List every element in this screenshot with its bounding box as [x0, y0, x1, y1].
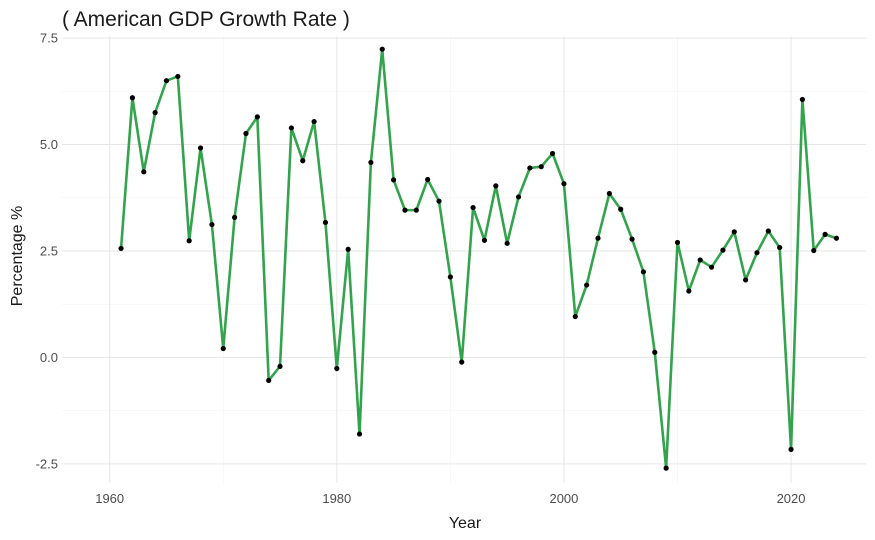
data-point [220, 345, 226, 352]
data-point [697, 257, 703, 263]
y-tick-label: -2.5 [36, 456, 58, 471]
data-points [118, 46, 840, 471]
x-tick-label: 1980 [322, 491, 351, 506]
x-tick-label: 1960 [95, 491, 124, 506]
gdp-growth-line [119, 47, 838, 470]
data-point [334, 365, 340, 372]
data-point [731, 229, 737, 235]
data-point [708, 264, 715, 270]
data-point [652, 349, 658, 355]
data-point [777, 244, 783, 251]
data-point [356, 431, 363, 437]
data-point [197, 145, 204, 151]
data-point [720, 247, 726, 253]
data-point [686, 288, 692, 294]
data-point [402, 207, 408, 213]
data-point [618, 206, 624, 212]
data-point [561, 181, 567, 187]
data-point [788, 446, 794, 452]
data-point [425, 176, 431, 183]
data-point [674, 239, 681, 246]
data-point [527, 165, 533, 171]
data-point [595, 235, 601, 241]
data-point [629, 236, 635, 242]
data-point [459, 359, 465, 365]
data-point [368, 159, 374, 166]
data-point [152, 110, 158, 116]
data-point [470, 204, 476, 211]
data-point [243, 130, 249, 137]
data-point [606, 190, 612, 197]
data-point [811, 247, 817, 254]
data-point [175, 73, 181, 80]
data-point [743, 277, 749, 283]
y-tick-label: 0.0 [40, 350, 58, 365]
data-point [833, 235, 840, 241]
data-point [118, 245, 124, 252]
data-point [515, 194, 522, 200]
data-point [163, 78, 170, 84]
data-point [379, 46, 385, 52]
y-tick-label: 2.5 [40, 243, 58, 258]
data-point [584, 282, 590, 288]
y-axis-title: Percentage % [9, 206, 26, 307]
data-point [209, 221, 215, 228]
data-point [822, 231, 828, 237]
x-axis-title: Year [449, 515, 482, 532]
data-point [311, 118, 317, 125]
data-point [663, 465, 669, 471]
data-point [504, 240, 510, 246]
data-point [765, 228, 771, 234]
data-point [129, 95, 136, 101]
data-point [436, 198, 442, 204]
data-point [799, 96, 806, 103]
data-point [186, 238, 192, 244]
data-point [288, 125, 294, 131]
data-point [232, 214, 238, 220]
data-point [413, 207, 419, 213]
data-point [493, 183, 499, 189]
data-point [572, 313, 578, 320]
data-point [266, 377, 272, 384]
data-point [390, 177, 397, 183]
tick-labels: 1960 1980 2000 2020 -2.5 0.0 2.5 5.0 7.5 [36, 31, 806, 506]
data-point [447, 274, 453, 280]
data-point [549, 150, 556, 157]
data-point [254, 114, 260, 120]
x-tick-label: 2020 [777, 491, 806, 506]
data-point [322, 219, 329, 226]
grid-lines [62, 36, 866, 483]
data-point [300, 158, 306, 164]
data-point [481, 237, 488, 243]
data-point [754, 250, 760, 256]
chart-title: ( American GDP Growth Rate ) [62, 8, 350, 31]
y-tick-label: 7.5 [40, 31, 58, 46]
data-point [538, 164, 544, 170]
data-point [141, 169, 147, 175]
y-tick-label: 5.0 [40, 137, 58, 152]
data-point [277, 363, 283, 369]
data-point [640, 269, 647, 275]
data-point [345, 246, 351, 252]
x-tick-label: 2000 [549, 491, 578, 506]
